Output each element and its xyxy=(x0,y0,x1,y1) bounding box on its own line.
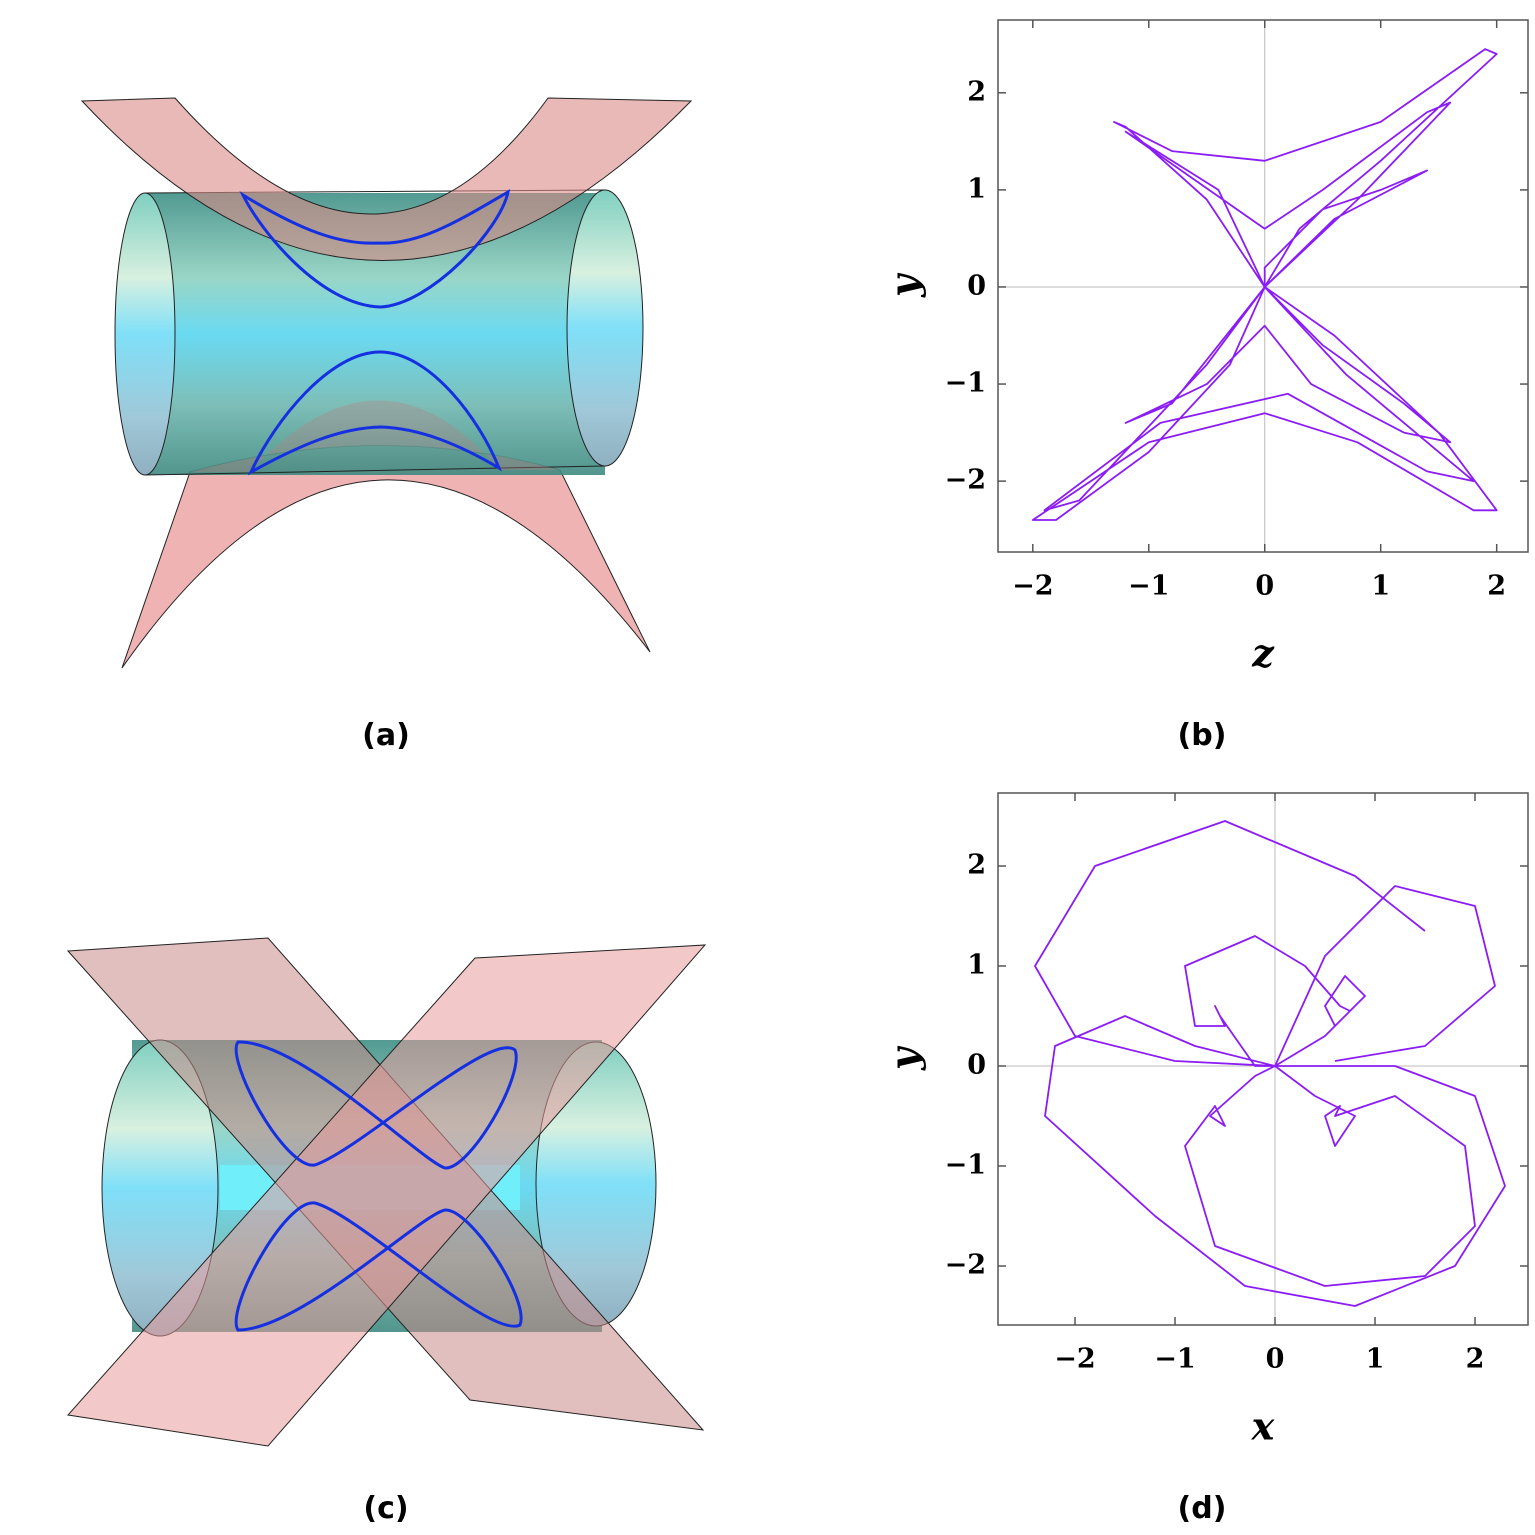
curve xyxy=(239,188,511,309)
y-axis-label: y xyxy=(882,1045,927,1071)
y-tick-label: 1 xyxy=(967,950,986,981)
caption: (a) xyxy=(362,718,410,753)
edge xyxy=(144,465,606,476)
x-tick-label: 0 xyxy=(1255,571,1274,602)
plot-frame xyxy=(997,19,1529,553)
caption: (b) xyxy=(1178,718,1227,753)
y-tick-label: 0 xyxy=(967,1050,986,1081)
plane xyxy=(121,445,651,669)
x-tick-label: −2 xyxy=(1012,571,1053,602)
chart: −2 −1 0 1 2 −2 −1 0 1 2 z y (b) xyxy=(882,19,1529,753)
y-tick-label: −1 xyxy=(945,1150,986,1181)
plane-shade xyxy=(190,400,560,472)
trajectory xyxy=(1034,820,1506,1307)
x-tick-label: −1 xyxy=(1154,1344,1195,1375)
y-tick-label: 2 xyxy=(967,76,986,107)
panel-a: (a) xyxy=(80,97,693,753)
y-tick-label: 2 xyxy=(967,850,986,881)
curve xyxy=(234,1201,523,1332)
x-axis-label: z xyxy=(1251,631,1275,676)
plane xyxy=(67,944,707,1447)
x-tick-label: −2 xyxy=(1054,1344,1095,1375)
caption: (d) xyxy=(1178,1491,1227,1526)
x-tick-label: 1 xyxy=(1366,1344,1385,1375)
x-tick-label: 1 xyxy=(1371,571,1390,602)
x-tick-label: −1 xyxy=(1128,571,1169,602)
plane xyxy=(80,97,693,261)
trajectory xyxy=(1031,48,1498,521)
curve xyxy=(247,350,503,476)
x-tick-label: 2 xyxy=(1466,1344,1485,1375)
x-tick-label: 2 xyxy=(1487,571,1506,602)
y-tick-label: −1 xyxy=(945,368,986,399)
panel-c: (c) xyxy=(66,937,707,1526)
chart: −2 −1 0 1 2 −2 −1 0 1 2 x y (d) xyxy=(882,792,1529,1526)
cylinder-cap xyxy=(566,189,644,467)
x-axis-label: x xyxy=(1251,1404,1276,1449)
y-tick-label: −2 xyxy=(945,1250,986,1281)
curve xyxy=(234,1040,518,1170)
caption: (c) xyxy=(363,1491,408,1526)
y-tick-label: −2 xyxy=(945,465,986,496)
y-axis-label: y xyxy=(882,272,927,298)
x-tick-label: 0 xyxy=(1266,1344,1285,1375)
cylinder-cap xyxy=(114,192,176,476)
plot-frame xyxy=(997,792,1529,1326)
y-tick-label: 0 xyxy=(967,270,986,301)
y-tick-label: 1 xyxy=(967,173,986,204)
